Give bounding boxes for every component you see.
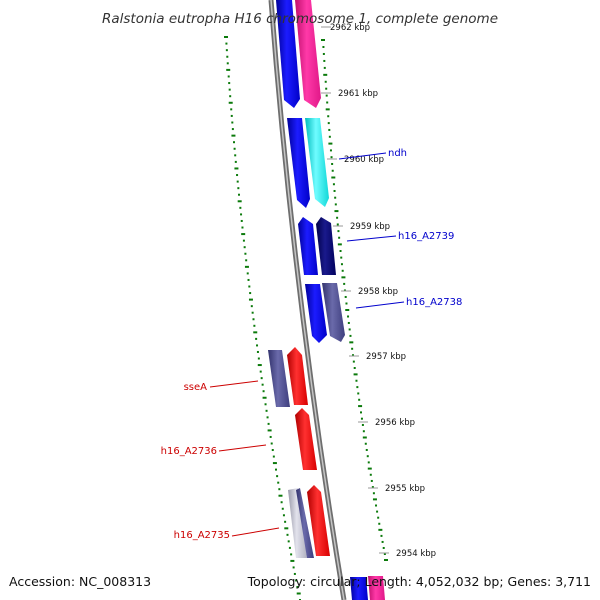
tick-label: 2961 kbp	[338, 89, 378, 99]
gene-arrow[interactable]	[287, 347, 308, 405]
map-title: Ralstonia eutropha H16 chromosome 1, com…	[102, 11, 498, 27]
gene-arrow[interactable]	[316, 217, 336, 275]
gene-label-leaders	[209, 152, 405, 537]
chromosome-backbone	[268, 0, 347, 600]
tick-label: 2956 kbp	[375, 418, 415, 428]
tick-label: 2960 kbp	[344, 155, 384, 165]
gene-label-h16-a2738[interactable]: h16_A2738	[406, 297, 462, 308]
gene-arrow[interactable]	[305, 118, 329, 207]
gene-arrow[interactable]	[298, 217, 318, 275]
gene-label-ndh[interactable]: ndh	[388, 148, 407, 159]
gene-label-h16-a2736[interactable]: h16_A2736	[161, 446, 217, 457]
gene-arrow[interactable]	[288, 488, 307, 558]
gene-labels: ndh h16_A2739 h16_A2738 sseA h16_A2736 h…	[161, 148, 463, 541]
gene-label-h16-a2735[interactable]: h16_A2735	[174, 530, 230, 541]
tick-marks	[321, 26, 389, 554]
tick-labels: 2962 kbp 2961 kbp 2960 kbp 2959 kbp 2958…	[330, 23, 436, 559]
gene-arrow[interactable]	[296, 488, 314, 558]
gene-track-outer	[276, 0, 385, 600]
gene-label-ssea[interactable]: sseA	[184, 382, 208, 393]
gc-skew-track	[224, 36, 388, 600]
gene-arrow[interactable]	[307, 485, 330, 556]
gene-arrow[interactable]	[350, 577, 368, 600]
gene-arrow[interactable]	[322, 283, 345, 342]
tick-label: 2957 kbp	[366, 352, 406, 362]
genome-summary: Topology: circular; Length: 4,052,032 bp…	[247, 574, 591, 589]
tick-label: 2954 kbp	[396, 549, 436, 559]
gene-arrow[interactable]	[276, 0, 300, 108]
gene-label-h16-a2739[interactable]: h16_A2739	[398, 231, 454, 242]
gene-track-inner	[268, 347, 330, 558]
tick-label: 2958 kbp	[358, 287, 398, 297]
tick-label: 2959 kbp	[350, 222, 390, 232]
tick-label: 2955 kbp	[385, 484, 425, 494]
gene-arrow[interactable]	[268, 350, 290, 407]
tick-label: 2962 kbp	[330, 23, 370, 33]
gene-arrow[interactable]	[305, 284, 327, 343]
gene-arrow[interactable]	[295, 408, 317, 470]
accession-label: Accession: NC_008313	[9, 574, 151, 589]
gene-arrow[interactable]	[295, 0, 321, 108]
gene-arrow[interactable]	[368, 576, 385, 600]
gene-arrow[interactable]	[287, 118, 310, 208]
